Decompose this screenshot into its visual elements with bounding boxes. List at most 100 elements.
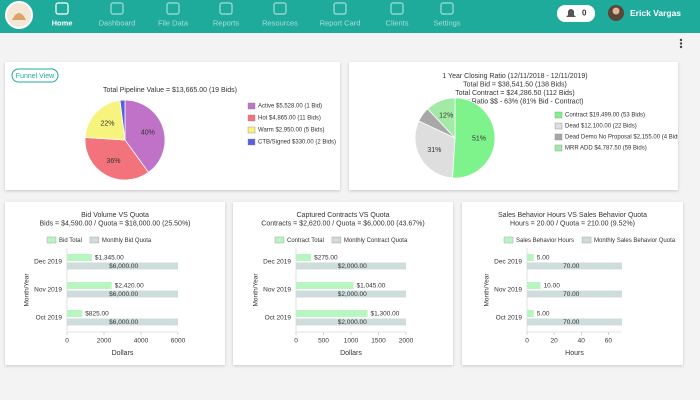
legend-swatch[interactable] (247, 114, 256, 122)
slice-label: 40% (141, 129, 155, 136)
bar[interactable] (527, 310, 534, 317)
nav-item[interactable]: Report Card (320, 18, 361, 27)
top-nav: 0 Erick Vargas Home Dashboard File Data Rep… (0, 0, 700, 33)
bar[interactable] (527, 254, 534, 261)
chart-title: Captured Contracts VS Quota (297, 212, 390, 219)
panel: 1 Year Closing Ratio (12/11/2018 - 12/11… (349, 62, 678, 190)
bar[interactable] (527, 290, 622, 298)
x-tick-label: 0 (65, 338, 69, 345)
legend-swatch[interactable] (581, 236, 592, 244)
y-tick-label: Dec 2019 (34, 259, 62, 266)
nav-icon[interactable] (333, 2, 347, 15)
bar[interactable] (527, 318, 622, 326)
bar[interactable] (527, 262, 622, 270)
nav-icon[interactable] (166, 2, 180, 15)
legend-swatch[interactable] (554, 144, 563, 152)
panel: Captured Contracts VS Quota Contracts = $… (233, 202, 453, 365)
pie-slice[interactable] (452, 97, 496, 179)
pie-slice[interactable] (414, 120, 456, 179)
legend-label[interactable]: Warm $2,950.00 (5 Bids) (258, 128, 324, 134)
legend-label[interactable]: CTB/Signed $330.00 (2 Bids) (258, 140, 336, 146)
legend-swatch[interactable] (554, 111, 563, 119)
legend-swatch[interactable] (274, 236, 285, 244)
nav-item[interactable]: Reports (213, 18, 240, 27)
bar[interactable] (527, 282, 541, 289)
pie-slice[interactable] (124, 99, 166, 173)
nav-icon[interactable] (440, 2, 454, 15)
legend-label[interactable]: Monthly Contract Quota (344, 238, 408, 244)
bar[interactable] (67, 290, 178, 298)
legend-label[interactable]: Sales Behavior Hours (516, 238, 574, 244)
pie-slice[interactable] (427, 97, 456, 140)
nav-icon[interactable] (110, 2, 124, 15)
kebab-dot[interactable] (679, 45, 683, 49)
legend-swatch[interactable] (247, 102, 256, 110)
nav-item[interactable]: Home (52, 18, 73, 27)
legend-label[interactable]: MRR ADD $4,787.50 (59 Bids) (565, 146, 647, 152)
legend-label[interactable]: Hot $4,865.00 (11 Bids) (258, 116, 321, 122)
nav-icon[interactable] (55, 2, 69, 15)
legend-label[interactable]: Active $5,528.00 (1 Bid) (258, 104, 322, 110)
legend-label[interactable]: Monthly Bid Quota (102, 238, 152, 244)
pie-slice[interactable] (84, 99, 126, 141)
legend-swatch[interactable] (554, 133, 563, 141)
legend-label[interactable]: Monthly Sales Behavior Quota (594, 238, 676, 244)
legend-label[interactable]: Contract $19,499.00 (53 Bids) (565, 113, 645, 119)
value-label: $2,420.00 (115, 282, 144, 289)
bar[interactable] (296, 282, 354, 289)
slice-label: 12% (439, 113, 453, 120)
nav-item[interactable]: Resources (262, 18, 298, 27)
pie-slice[interactable] (119, 99, 126, 141)
kebab-dot[interactable] (679, 38, 683, 42)
bar[interactable] (296, 318, 406, 326)
bar[interactable] (296, 254, 312, 261)
legend-label[interactable]: Bid Total (59, 238, 82, 244)
value-label: 70.00 (563, 319, 580, 326)
bar[interactable] (67, 318, 178, 326)
legend-label[interactable]: Dead Demo No Proposal $2,155.00 (4 Bids) (565, 135, 678, 141)
legend-swatch[interactable] (503, 236, 514, 244)
x-tick-label: 4000 (134, 338, 149, 345)
nav-icon[interactable] (273, 2, 287, 15)
x-tick-label: 60 (605, 338, 613, 345)
nav-icon[interactable] (390, 2, 404, 15)
bar[interactable] (67, 282, 112, 289)
nav-item[interactable]: Clients (386, 18, 409, 27)
bar[interactable] (67, 262, 178, 270)
bar[interactable] (67, 310, 83, 317)
funnel-button-label[interactable]: Funnel View (16, 73, 55, 80)
notification-pill[interactable] (557, 5, 595, 22)
chart-subtitle: Bids = $4,590.00 / Quota = $18,000.00 (2… (40, 220, 191, 227)
bar[interactable] (296, 290, 406, 298)
kebab-dot[interactable] (679, 42, 683, 45)
chart-subtitle: Closing Ratio $$ - 63% (81% Bid - Contra… (447, 98, 584, 105)
nav-item[interactable]: Settings (433, 18, 460, 27)
legend-swatch[interactable] (89, 236, 100, 244)
nav-item[interactable]: File Data (158, 18, 189, 27)
logo-art (12, 13, 26, 20)
slice-label: 31% (427, 147, 441, 154)
funnel-button[interactable] (11, 68, 59, 83)
legend-swatch[interactable] (247, 138, 256, 146)
nav-item[interactable]: Dashboard (99, 18, 136, 27)
bar[interactable] (296, 262, 406, 270)
bar[interactable] (296, 310, 368, 317)
legend-label[interactable]: Contract Total (287, 238, 324, 244)
x-tick-label: 20 (551, 338, 559, 345)
legend-label[interactable]: Dead $12,100.00 (22 Bids) (565, 124, 637, 130)
y-tick-label: Dec 2019 (494, 259, 522, 266)
pie-slice[interactable] (84, 137, 150, 181)
chart: Sales Behavior Hours VS Sales Behavior Q… (484, 212, 676, 357)
legend-swatch[interactable] (554, 122, 563, 130)
legend-swatch[interactable] (331, 236, 342, 244)
x-tick-label: 0 (294, 338, 298, 345)
chart-title: Sales Behavior Hours VS Sales Behavior Q… (498, 212, 647, 219)
bar[interactable] (67, 254, 92, 261)
nav-icon[interactable] (219, 2, 233, 15)
y-tick-label: Oct 2019 (36, 315, 63, 322)
legend-swatch[interactable] (46, 236, 57, 244)
legend-swatch[interactable] (247, 126, 256, 134)
user-name[interactable]: Erick Vargas (630, 8, 681, 18)
